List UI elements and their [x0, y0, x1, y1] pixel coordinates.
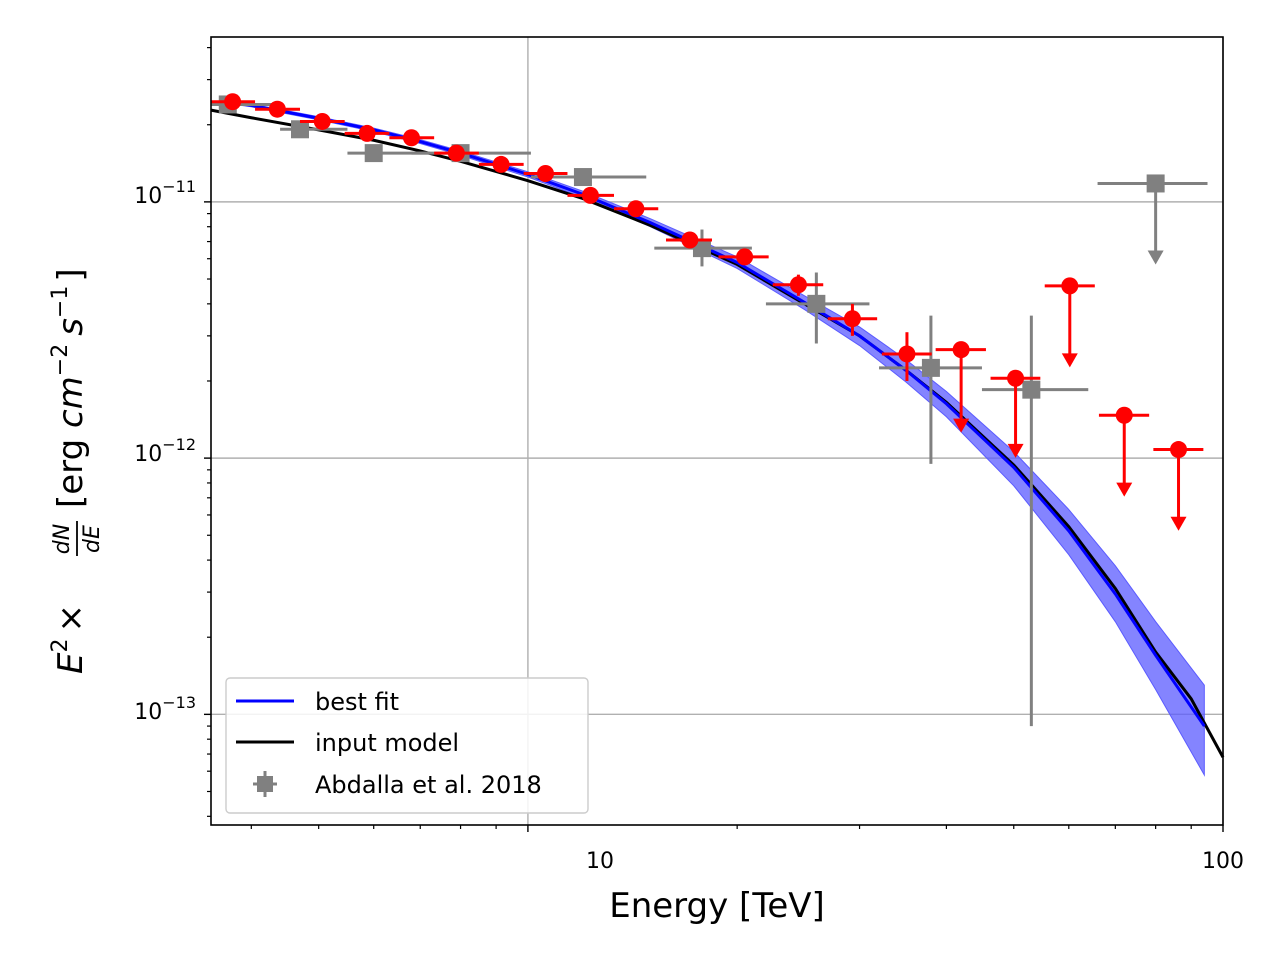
- simulated-flux-points-point-19: [1153, 441, 1204, 531]
- legend-label-input-model: input model: [315, 729, 459, 757]
- simulated-flux-points-point-5-marker: [447, 144, 465, 162]
- simulated-flux-points-point-4: [389, 129, 435, 147]
- simulated-flux-points-point-17: [1044, 277, 1095, 368]
- simulated-flux-points-point-10-marker: [681, 231, 699, 249]
- simulated-flux-points-point-6: [478, 155, 524, 173]
- simulated-flux-points-point-12: [772, 274, 824, 296]
- x-tick-label-100: 100: [1202, 849, 1244, 874]
- simulated-flux-points-point-2-marker: [313, 112, 331, 130]
- simulated-flux-points-point-5: [434, 144, 479, 162]
- abdalla-et-al-2018-point-2-marker: [364, 144, 383, 163]
- simulated-flux-points-point-15-marker: [952, 341, 970, 359]
- y-tick-label-1e-12: 10−12: [134, 435, 196, 467]
- abdalla-et-al-2018-point-6-marker: [807, 294, 826, 313]
- simulated-flux-points-point-16-marker: [1007, 369, 1025, 387]
- y-axis-title-main: E2×: [48, 604, 91, 674]
- y-tick-label-1e-13: 10−13: [134, 693, 196, 725]
- simulated-flux-points-point-17-ul-arrow: [1061, 353, 1078, 368]
- y-axis-title-units: [erg cm−2s−1]: [48, 268, 91, 508]
- legend-label-abdalla: Abdalla et al. 2018: [315, 771, 542, 799]
- legend-box: [225, 677, 589, 814]
- abdalla-et-al-2018-point-4-marker: [573, 168, 592, 187]
- grid: [211, 37, 1224, 825]
- simulated-flux-points-point-15: [935, 341, 986, 433]
- simulated-flux-points-point-19-marker: [1170, 441, 1188, 459]
- simulated-flux-points-point-12-marker: [789, 276, 807, 294]
- simulated-flux-points-point-7-marker: [537, 165, 555, 183]
- simulated-flux-points-point-0: [211, 93, 256, 111]
- simulated-flux-points-point-4-marker: [402, 129, 420, 147]
- simulated-flux-points-point-9-marker: [627, 200, 645, 218]
- simulated-flux-points-point-13-marker: [843, 310, 861, 328]
- simulated-flux-points-point-16: [990, 369, 1041, 458]
- x-tick-label-10: 10: [586, 849, 614, 874]
- simulated-flux-points-point-1-marker: [268, 100, 286, 118]
- y-tick-label-1e-11: 10−11: [134, 177, 196, 209]
- simulated-flux-points-point-8-marker: [581, 186, 599, 204]
- y-axis-title: E2× dN dE [erg cm−2s−1]: [48, 268, 105, 674]
- simulated-flux-points-point-7: [523, 165, 568, 183]
- simulated-flux-points-point-16-ul-arrow: [1007, 443, 1024, 458]
- abdalla-et-al-2018-point-8: [981, 315, 1089, 727]
- abdalla-et-al-2018-point-7-marker: [921, 358, 940, 377]
- simulated-flux-points-point-1: [255, 100, 300, 118]
- y-axis-title-frac-num: dN: [50, 524, 75, 554]
- simulated-flux-points-point-0-marker: [224, 93, 242, 111]
- simulated-flux-points-point-3-marker: [358, 124, 376, 142]
- y-tick-labels: 10−11 10−12 10−13: [134, 177, 196, 725]
- abdalla-et-al-2018-point-7: [879, 315, 982, 464]
- simulated-flux-points-point-11: [718, 248, 769, 266]
- simulated-flux-points-point-11-marker: [736, 248, 754, 266]
- abdalla-et-al-2018-point-9-marker: [1146, 174, 1165, 193]
- simulated-flux-points-point-6-marker: [492, 155, 510, 173]
- legend: best fit input model Abdalla et al. 2018: [225, 677, 589, 814]
- axis-ticks: [204, 47, 1224, 832]
- simulated-flux-points-point-8: [567, 186, 615, 204]
- x-axis-title: Energy [TeV]: [609, 886, 825, 926]
- simulated-flux-points-point-14-marker: [898, 345, 916, 363]
- simulated-flux-points-point-18-ul-arrow: [1116, 482, 1133, 497]
- abdalla-et-al-2018-point-9-ul-arrow: [1147, 250, 1164, 265]
- abdalla-et-al-2018-point-8-marker: [1022, 380, 1041, 399]
- abdalla-et-al-2018-point-1-marker: [290, 120, 309, 139]
- legend-marker-abdalla: [253, 771, 277, 797]
- simulated-flux-points-point-18: [1098, 406, 1150, 497]
- simulated-flux-points-point-10: [665, 231, 712, 249]
- y-axis-title-frac-den: dE: [80, 525, 105, 553]
- simulated-flux-points-point-15-ul-arrow: [953, 418, 970, 433]
- abdalla-et-al-2018-point-1: [280, 120, 348, 139]
- legend-marker-abdalla-square: [257, 776, 273, 792]
- axes-frame: [210, 36, 1224, 826]
- abdalla-et-al-2018-point-9: [1097, 174, 1208, 265]
- data-points-layer: [211, 93, 1208, 727]
- legend-label-best-fit: best fit: [315, 688, 399, 716]
- simulated-flux-points-point-2: [299, 112, 345, 130]
- simulated-flux-points-point-3: [344, 124, 390, 142]
- simulated-flux-points-point-19-ul-arrow: [1170, 516, 1187, 531]
- x-tick-labels: 10 100: [586, 849, 1244, 874]
- simulated-flux-points-point-14: [881, 332, 932, 381]
- simulated-flux-points-point-18-marker: [1115, 406, 1133, 424]
- simulated-flux-points-point-17-marker: [1061, 277, 1079, 295]
- simulated-flux-points-point-9: [614, 200, 659, 218]
- simulated-flux-points-point-13: [827, 303, 878, 336]
